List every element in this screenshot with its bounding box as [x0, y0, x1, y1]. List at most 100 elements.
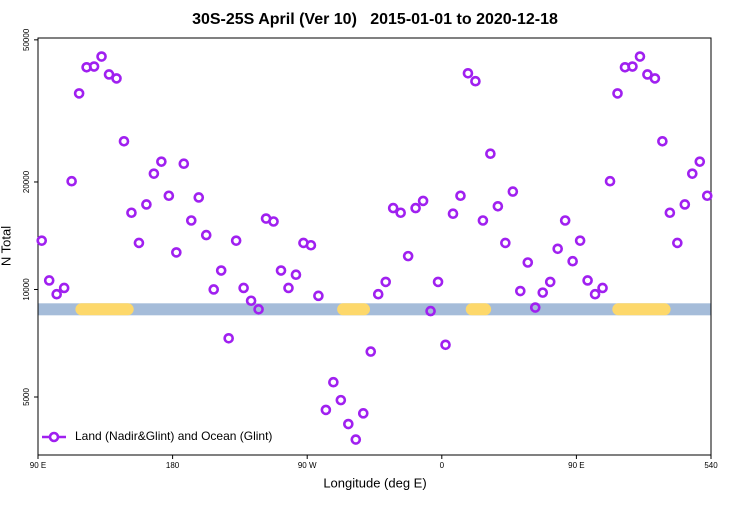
- data-point: [649, 73, 661, 84]
- data-point: [455, 190, 466, 202]
- data-point: [425, 305, 436, 317]
- data-point: [230, 235, 242, 246]
- legend-label: Land (Nadir&Glint) and Ocean (Glint): [75, 429, 272, 443]
- data-point: [343, 418, 354, 430]
- data-point: [657, 135, 668, 147]
- data-point: [507, 186, 519, 197]
- data-point: [208, 284, 220, 295]
- x-tick-label: 540: [704, 461, 718, 470]
- data-point: [477, 215, 489, 226]
- data-point: [582, 275, 593, 286]
- data-point: [537, 287, 549, 298]
- data-point: [515, 285, 526, 297]
- data-point: [529, 302, 541, 313]
- data-point: [627, 61, 638, 72]
- data-point: [694, 156, 706, 167]
- land-band: [465, 303, 492, 316]
- x-tick-label: 90 E: [30, 461, 46, 470]
- data-point: [357, 408, 369, 419]
- data-point: [410, 202, 421, 214]
- land-band: [337, 303, 371, 316]
- data-point: [462, 68, 474, 79]
- data-point: [215, 265, 227, 276]
- data-point: [193, 192, 205, 203]
- data-point: [492, 200, 504, 212]
- data-point: [141, 199, 152, 210]
- data-point: [687, 168, 698, 179]
- x-tick-label: 180: [166, 461, 180, 470]
- data-point: [43, 275, 55, 286]
- data-point: [395, 207, 406, 219]
- data-point: [185, 215, 197, 226]
- data-point: [567, 255, 578, 267]
- data-point: [380, 276, 392, 288]
- data-point: [372, 288, 384, 300]
- data-point: [163, 190, 175, 202]
- land-band: [612, 303, 671, 316]
- data-point: [559, 215, 571, 226]
- data-point: [597, 282, 608, 294]
- data-point: [305, 239, 317, 251]
- data-point: [634, 51, 646, 62]
- data-point: [283, 282, 294, 294]
- legend: Land (Nadir&Glint) and Ocean (Glint): [42, 429, 272, 443]
- y-tick-label: 20000: [22, 170, 31, 193]
- data-point: [253, 304, 264, 315]
- data-point: [51, 288, 62, 300]
- data-point: [126, 207, 137, 219]
- legend-marker: [48, 431, 60, 443]
- data-point: [156, 156, 167, 167]
- data-point: [552, 243, 564, 255]
- y-axis-label: N Total: [0, 226, 13, 266]
- data-point: [604, 175, 616, 187]
- plot-frame: [37, 37, 712, 456]
- data-point: [73, 88, 85, 99]
- data-point: [701, 190, 713, 202]
- data-point: [290, 269, 302, 281]
- data-point: [133, 237, 145, 249]
- data-point: [58, 282, 70, 294]
- data-point: [432, 276, 444, 288]
- data-point: [328, 376, 339, 388]
- data-point: [36, 235, 48, 246]
- data-point: [238, 282, 249, 294]
- data-point: [335, 394, 347, 406]
- data-point: [417, 195, 429, 207]
- x-tick-label: 0: [440, 461, 445, 470]
- chart-title: 30S-25S April (Ver 10) 2015-01-01 to 202…: [192, 11, 558, 28]
- data-point: [118, 135, 130, 147]
- data-point: [96, 51, 107, 62]
- data-point: [387, 202, 399, 214]
- data-point: [522, 257, 534, 268]
- data-point: [200, 229, 212, 241]
- data-point: [679, 199, 691, 210]
- data-point: [440, 339, 451, 351]
- data-point: [500, 237, 511, 249]
- data-point: [111, 73, 122, 84]
- data-point: [268, 216, 279, 227]
- data-point: [612, 88, 623, 99]
- data-point: [66, 175, 77, 187]
- y-tick-label: 50000: [22, 28, 31, 51]
- data-point: [589, 288, 601, 300]
- y-tick-label: 5000: [22, 388, 31, 406]
- data-point: [447, 208, 459, 220]
- data-point: [485, 148, 496, 159]
- data-point: [544, 276, 556, 288]
- land-band: [75, 303, 134, 316]
- data-point: [245, 295, 257, 307]
- data-point: [320, 404, 332, 416]
- data-point: [313, 290, 324, 302]
- data-point: [171, 247, 182, 258]
- data-point: [178, 158, 190, 170]
- data-point: [574, 235, 586, 246]
- data-point: [350, 434, 362, 445]
- data-point: [275, 265, 287, 276]
- data-point: [402, 250, 414, 262]
- data-point: [365, 346, 377, 357]
- x-axis-label: Longitude (deg E): [323, 475, 426, 490]
- data-point: [672, 237, 683, 249]
- data-point: [88, 61, 100, 72]
